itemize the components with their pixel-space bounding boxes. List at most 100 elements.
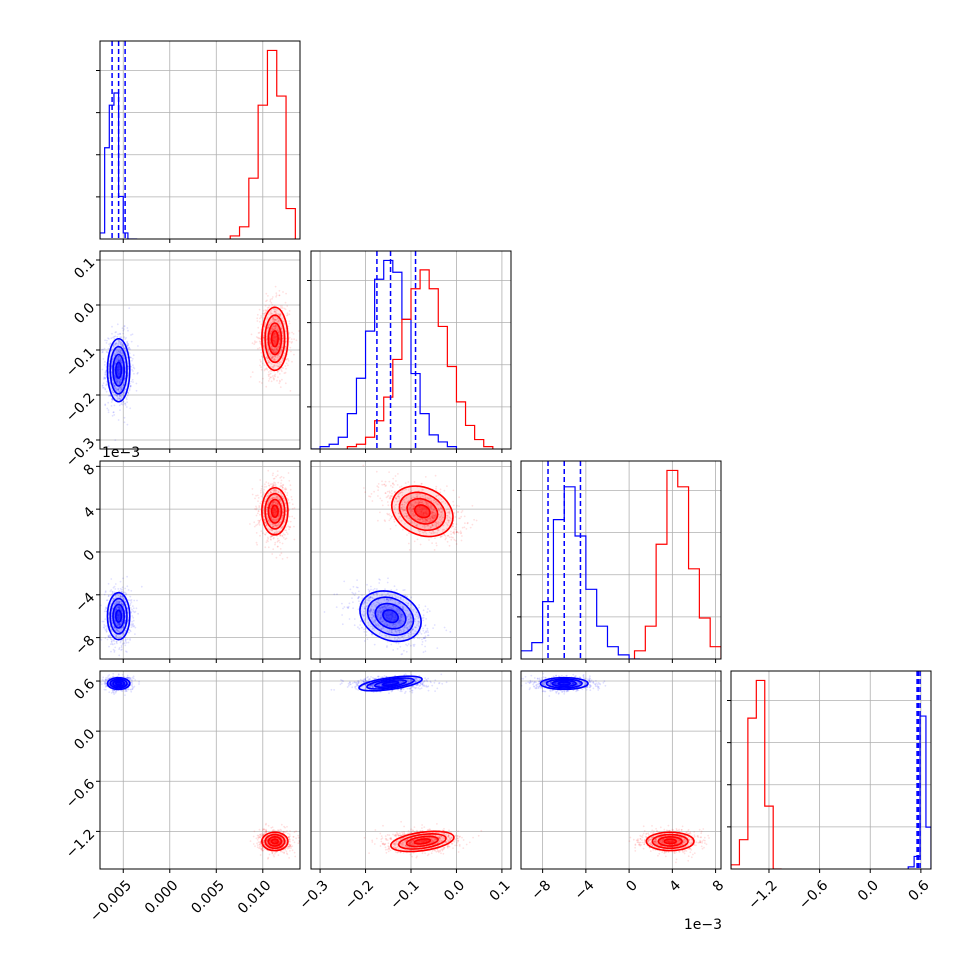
scatter-point: [273, 496, 276, 499]
scatter-point: [409, 615, 411, 618]
scatter-point: [112, 639, 115, 642]
scatter-point: [269, 341, 272, 344]
scatter-point: [386, 640, 389, 643]
scatter-point: [265, 385, 268, 388]
scatter-point: [373, 490, 375, 493]
scatter-point: [117, 614, 120, 617]
scatter-point: [129, 599, 132, 602]
scatter-point: [135, 389, 138, 392]
scatter-point: [268, 484, 270, 487]
scatter-point: [118, 635, 121, 638]
scatter-point: [270, 504, 273, 506]
scatter-point: [117, 369, 119, 372]
scatter-point: [273, 500, 276, 503]
scatter-point: [270, 312, 272, 315]
scatter-point: [127, 329, 129, 332]
scatter-point: [381, 483, 384, 486]
scatter-point: [104, 606, 107, 609]
scatter-point: [276, 524, 279, 527]
scatter-point: [409, 631, 412, 633]
scatter-point: [98, 612, 100, 614]
scatter-point: [134, 633, 136, 635]
scatter-point: [110, 405, 113, 407]
scatter-point: [262, 336, 265, 339]
scatter-point: [347, 607, 350, 609]
scatter-point: [276, 518, 278, 521]
scatter-point: [431, 525, 434, 527]
scatter-point: [272, 512, 275, 515]
scatter-point: [420, 512, 423, 515]
scatter-point: [410, 620, 413, 623]
scatter-point: [423, 506, 426, 509]
scatter-point: [279, 339, 281, 341]
scatter-point: [110, 628, 113, 631]
scatter-point: [363, 602, 365, 605]
scatter-point: [278, 334, 281, 336]
scatter-point: [418, 519, 421, 521]
scatter-point: [382, 606, 384, 609]
scatter-point: [121, 344, 124, 347]
scatter-point: [267, 528, 270, 530]
scatter-point: [257, 500, 259, 503]
scatter-point: [391, 631, 393, 634]
scatter-point: [271, 485, 273, 488]
scatter-point: [115, 394, 118, 397]
scatter-point: [108, 343, 110, 346]
scatter-point: [113, 626, 115, 629]
scatter-point: [120, 336, 123, 339]
scatter-point: [408, 621, 411, 624]
scatter-point: [117, 622, 119, 625]
scatter-point: [379, 611, 382, 614]
scatter-point: [373, 643, 376, 646]
scatter-point: [270, 491, 273, 494]
scatter-point: [391, 595, 393, 597]
scatter-point: [276, 470, 279, 472]
scatter-point: [269, 342, 272, 345]
scatter-point: [432, 524, 434, 526]
scatter-point: [272, 325, 275, 328]
scatter-point: [104, 371, 107, 374]
scatter-point: [123, 381, 126, 384]
scatter-point: [123, 336, 126, 339]
scatter-point: [107, 372, 110, 374]
scatter-point: [277, 495, 280, 498]
scatter-point: [263, 369, 266, 372]
scatter-point: [274, 325, 277, 328]
panel-2-2: [517, 460, 722, 663]
scatter-point: [398, 628, 401, 631]
scatter-point: [117, 370, 120, 373]
scatter-point: [271, 496, 274, 499]
scatter-point: [285, 331, 287, 333]
scatter-point: [271, 518, 273, 521]
scatter-point: [412, 513, 414, 516]
scatter-point: [257, 522, 260, 525]
scatter-point: [116, 600, 118, 603]
scatter-point: [118, 613, 121, 616]
scatter-point: [277, 524, 280, 526]
scatter-point: [391, 611, 394, 614]
scatter-point: [131, 378, 134, 381]
scatter-point: [270, 348, 273, 350]
scatter-point: [288, 313, 291, 316]
scatter-point: [276, 524, 279, 527]
scatter-point: [271, 357, 273, 360]
scatter-point: [272, 336, 275, 338]
scatter-point: [119, 341, 122, 344]
scatter-point: [431, 511, 434, 513]
scatter-point: [259, 502, 262, 505]
scatter-point: [122, 332, 125, 335]
scatter-point: [112, 586, 115, 589]
scatter-point: [394, 609, 397, 612]
scatter-point: [140, 585, 143, 588]
scatter-point: [397, 494, 400, 496]
scatter-point: [274, 513, 277, 515]
scatter-point: [265, 338, 268, 341]
scatter-point: [125, 641, 128, 644]
scatter-point: [276, 531, 279, 534]
scatter-point: [265, 356, 268, 359]
scatter-point: [385, 606, 388, 609]
scatter-point: [267, 540, 269, 543]
axes-frame: [520, 460, 722, 660]
scatter-point: [122, 329, 125, 332]
scatter-point: [126, 401, 128, 403]
